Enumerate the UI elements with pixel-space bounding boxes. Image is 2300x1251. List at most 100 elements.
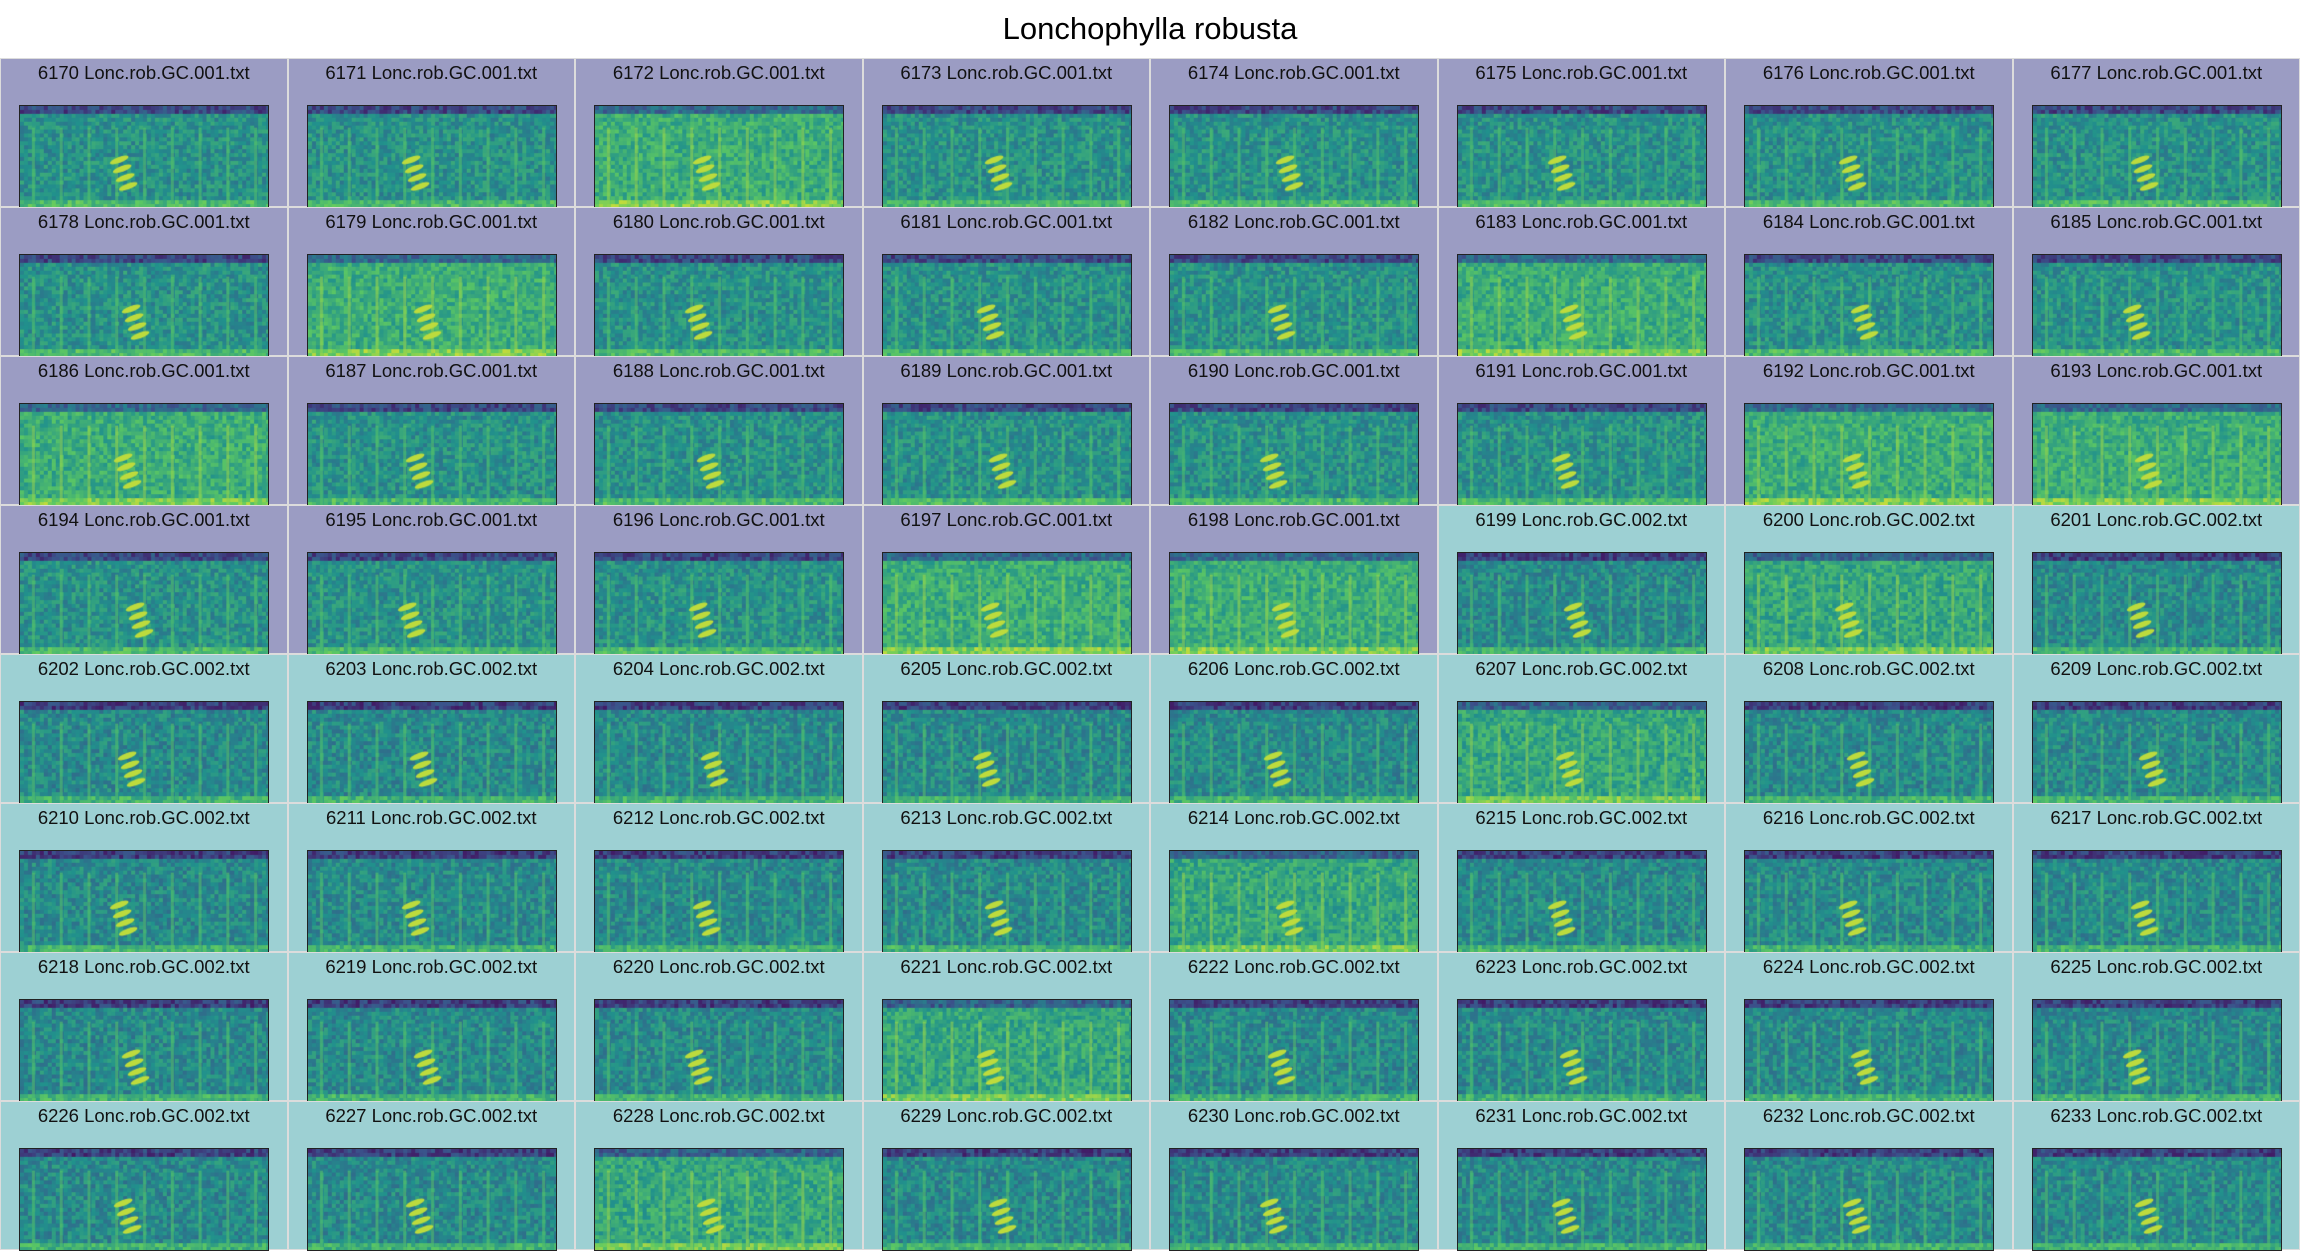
panel-label: 6229 Lonc.rob.GC.002.txt (864, 1105, 1150, 1127)
panel-label: 6187 Lonc.rob.GC.001.txt (289, 360, 575, 382)
panel-label: 6207 Lonc.rob.GC.002.txt (1439, 658, 1725, 680)
spectrogram-panel: 6188 Lonc.rob.GC.001.txt (575, 356, 863, 505)
spectrogram-panel: 6228 Lonc.rob.GC.002.txt (575, 1101, 863, 1250)
spectrogram-panel: 6223 Lonc.rob.GC.002.txt (1438, 952, 1726, 1101)
spectrogram-panel: 6190 Lonc.rob.GC.001.txt (1150, 356, 1438, 505)
spectrogram-image (19, 105, 269, 208)
spectrogram-image (882, 403, 1132, 506)
panel-label: 6198 Lonc.rob.GC.001.txt (1151, 509, 1437, 531)
spectrogram-panel: 6180 Lonc.rob.GC.001.txt (575, 207, 863, 356)
spectrogram-panel: 6231 Lonc.rob.GC.002.txt (1438, 1101, 1726, 1250)
panel-label: 6170 Lonc.rob.GC.001.txt (1, 62, 287, 84)
spectrogram-panel: 6198 Lonc.rob.GC.001.txt (1150, 505, 1438, 654)
spectrogram-image (882, 105, 1132, 208)
panel-label: 6194 Lonc.rob.GC.001.txt (1, 509, 287, 531)
panel-label: 6188 Lonc.rob.GC.001.txt (576, 360, 862, 382)
spectrogram-panel: 6189 Lonc.rob.GC.001.txt (863, 356, 1151, 505)
spectrogram-panel: 6193 Lonc.rob.GC.001.txt (2013, 356, 2300, 505)
spectrogram-panel: 6202 Lonc.rob.GC.002.txt (0, 654, 288, 803)
panel-label: 6214 Lonc.rob.GC.002.txt (1151, 807, 1437, 829)
panel-label: 6227 Lonc.rob.GC.002.txt (289, 1105, 575, 1127)
spectrogram-image (2032, 254, 2282, 357)
spectrogram-panel: 6233 Lonc.rob.GC.002.txt (2013, 1101, 2300, 1250)
spectrogram-image (307, 999, 557, 1102)
spectrogram-panel: 6204 Lonc.rob.GC.002.txt (575, 654, 863, 803)
spectrogram-image (1457, 701, 1707, 804)
spectrogram-panel: 6172 Lonc.rob.GC.001.txt (575, 58, 863, 207)
spectrogram-image (1457, 403, 1707, 506)
spectrogram-panel: 6176 Lonc.rob.GC.001.txt (1725, 58, 2013, 207)
spectrogram-image (307, 850, 557, 953)
spectrogram-image (19, 1148, 269, 1251)
spectrogram-image (19, 701, 269, 804)
panel-label: 6208 Lonc.rob.GC.002.txt (1726, 658, 2012, 680)
spectrogram-image (594, 552, 844, 655)
spectrogram-panel: 6174 Lonc.rob.GC.001.txt (1150, 58, 1438, 207)
spectrogram-panel: 6229 Lonc.rob.GC.002.txt (863, 1101, 1151, 1250)
spectrogram-panel: 6175 Lonc.rob.GC.001.txt (1438, 58, 1726, 207)
spectrogram-panel: 6178 Lonc.rob.GC.001.txt (0, 207, 288, 356)
spectrogram-image (1169, 105, 1419, 208)
panel-label: 6204 Lonc.rob.GC.002.txt (576, 658, 862, 680)
panel-label: 6213 Lonc.rob.GC.002.txt (864, 807, 1150, 829)
panel-label: 6176 Lonc.rob.GC.001.txt (1726, 62, 2012, 84)
spectrogram-image (307, 403, 557, 506)
spectrogram-panel: 6199 Lonc.rob.GC.002.txt (1438, 505, 1726, 654)
panel-label: 6186 Lonc.rob.GC.001.txt (1, 360, 287, 382)
spectrogram-panel: 6209 Lonc.rob.GC.002.txt (2013, 654, 2300, 803)
panel-label: 6182 Lonc.rob.GC.001.txt (1151, 211, 1437, 233)
panel-label: 6197 Lonc.rob.GC.001.txt (864, 509, 1150, 531)
spectrogram-image (882, 850, 1132, 953)
spectrogram-panel: 6226 Lonc.rob.GC.002.txt (0, 1101, 288, 1250)
spectrogram-image (1744, 254, 1994, 357)
spectrogram-panel: 6212 Lonc.rob.GC.002.txt (575, 803, 863, 952)
spectrogram-image (307, 105, 557, 208)
spectrogram-image (882, 254, 1132, 357)
panel-label: 6180 Lonc.rob.GC.001.txt (576, 211, 862, 233)
panel-label: 6230 Lonc.rob.GC.002.txt (1151, 1105, 1437, 1127)
panel-label: 6183 Lonc.rob.GC.001.txt (1439, 211, 1725, 233)
panel-label: 6205 Lonc.rob.GC.002.txt (864, 658, 1150, 680)
spectrogram-panel: 6196 Lonc.rob.GC.001.txt (575, 505, 863, 654)
spectrogram-panel: 6173 Lonc.rob.GC.001.txt (863, 58, 1151, 207)
panel-label: 6196 Lonc.rob.GC.001.txt (576, 509, 862, 531)
figure-title: Lonchophylla robusta (0, 0, 2300, 58)
spectrogram-image (1169, 403, 1419, 506)
spectrogram-panel: 6187 Lonc.rob.GC.001.txt (288, 356, 576, 505)
spectrogram-image (1744, 403, 1994, 506)
panel-label: 6191 Lonc.rob.GC.001.txt (1439, 360, 1725, 382)
spectrogram-panel: 6208 Lonc.rob.GC.002.txt (1725, 654, 2013, 803)
spectrogram-image (2032, 105, 2282, 208)
spectrogram-panel: 6218 Lonc.rob.GC.002.txt (0, 952, 288, 1101)
spectrogram-panel: 6186 Lonc.rob.GC.001.txt (0, 356, 288, 505)
spectrogram-image (594, 403, 844, 506)
spectrogram-panel: 6183 Lonc.rob.GC.001.txt (1438, 207, 1726, 356)
panel-label: 6172 Lonc.rob.GC.001.txt (576, 62, 862, 84)
panel-label: 6184 Lonc.rob.GC.001.txt (1726, 211, 2012, 233)
panel-label: 6179 Lonc.rob.GC.001.txt (289, 211, 575, 233)
spectrogram-image (307, 1148, 557, 1251)
spectrogram-panel: 6170 Lonc.rob.GC.001.txt (0, 58, 288, 207)
spectrogram-image (594, 1148, 844, 1251)
spectrogram-panel: 6181 Lonc.rob.GC.001.txt (863, 207, 1151, 356)
spectrogram-panel: 6201 Lonc.rob.GC.002.txt (2013, 505, 2300, 654)
spectrogram-image (1457, 552, 1707, 655)
spectrogram-image (1169, 254, 1419, 357)
spectrogram-panel: 6224 Lonc.rob.GC.002.txt (1725, 952, 2013, 1101)
spectrogram-panel: 6185 Lonc.rob.GC.001.txt (2013, 207, 2300, 356)
spectrogram-panel: 6203 Lonc.rob.GC.002.txt (288, 654, 576, 803)
panel-label: 6212 Lonc.rob.GC.002.txt (576, 807, 862, 829)
panel-label: 6224 Lonc.rob.GC.002.txt (1726, 956, 2012, 978)
spectrogram-image (2032, 403, 2282, 506)
spectrogram-image (1169, 850, 1419, 953)
spectrogram-image (1457, 850, 1707, 953)
panel-label: 6226 Lonc.rob.GC.002.txt (1, 1105, 287, 1127)
spectrogram-panel: 6179 Lonc.rob.GC.001.txt (288, 207, 576, 356)
panel-label: 6202 Lonc.rob.GC.002.txt (1, 658, 287, 680)
panel-label: 6218 Lonc.rob.GC.002.txt (1, 956, 287, 978)
panel-label: 6171 Lonc.rob.GC.001.txt (289, 62, 575, 84)
panel-label: 6222 Lonc.rob.GC.002.txt (1151, 956, 1437, 978)
spectrogram-panel: 6214 Lonc.rob.GC.002.txt (1150, 803, 1438, 952)
panel-label: 6201 Lonc.rob.GC.002.txt (2014, 509, 2300, 531)
panel-label: 6228 Lonc.rob.GC.002.txt (576, 1105, 862, 1127)
